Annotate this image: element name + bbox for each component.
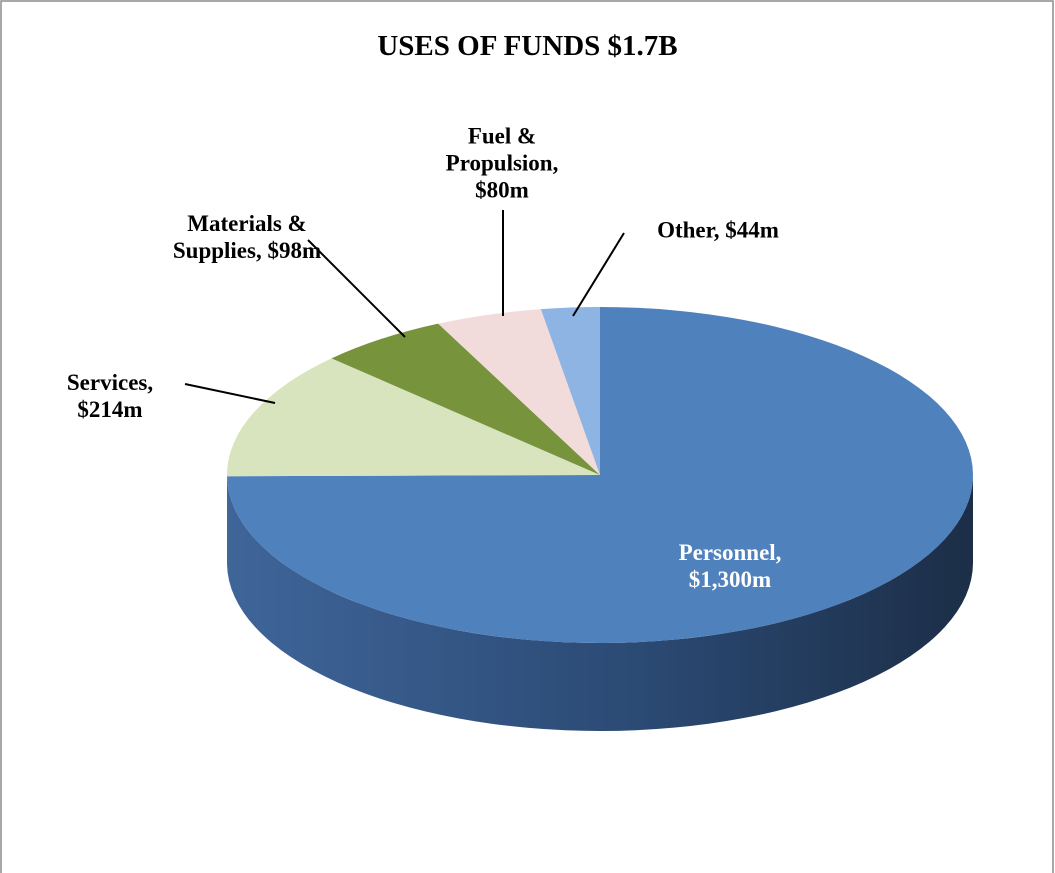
data-label: Services, $214m [66,370,154,422]
data-label: Fuel & Propulsion, $80m [445,123,559,203]
slice [331,323,600,475]
slice [227,307,973,643]
chart-title: USES OF FUNDS $1.7B [377,30,678,62]
slice [226,358,600,477]
data-label: Materials & Supplies, $98m [172,211,322,263]
leader-line [572,232,625,317]
slice-side [227,475,974,732]
leader-line [307,239,406,338]
data-label: Other, $44m [657,217,779,243]
slice [438,309,600,475]
data-label: Personnel, $1,300m [678,540,782,592]
leader-line [184,383,276,404]
slice [540,307,600,475]
